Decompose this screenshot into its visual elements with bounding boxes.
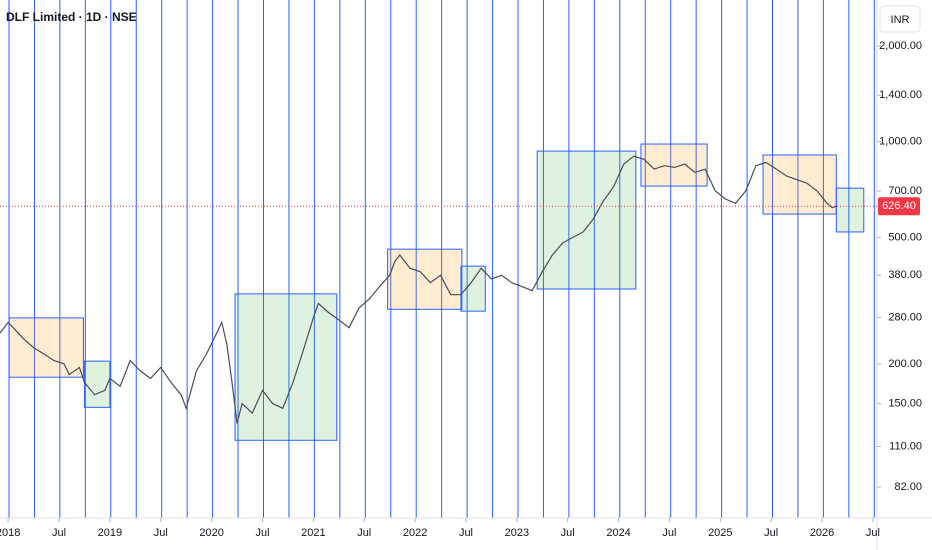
last-price-badge xyxy=(878,197,920,216)
x-tick-label: 2019 xyxy=(98,527,122,539)
y-tick-label: 1,400.00 xyxy=(879,89,922,101)
x-tick-label: 2026 xyxy=(810,527,834,539)
y-tick-label: 700.00 xyxy=(888,185,922,197)
last-price-label: 626.40 xyxy=(882,200,916,212)
zone-box xyxy=(762,154,837,215)
zone-box xyxy=(835,187,865,233)
y-tick-label: 82.00 xyxy=(894,481,922,493)
x-tick-label: 2024 xyxy=(606,527,630,539)
x-tick-label: Jul xyxy=(357,527,371,539)
x-tick-label: Jul xyxy=(866,527,880,539)
x-tick-label: 2018 xyxy=(0,527,20,539)
currency-button[interactable] xyxy=(879,5,921,33)
x-tick-label: Jul xyxy=(52,527,66,539)
x-tick-label: Jul xyxy=(662,527,676,539)
zone-box xyxy=(8,317,84,378)
x-tick-label: Jul xyxy=(459,527,473,539)
x-tick-label: 2021 xyxy=(301,527,325,539)
y-tick-label: 500.00 xyxy=(888,231,922,243)
x-tick-label: 2023 xyxy=(505,527,529,539)
zone-box xyxy=(234,293,338,441)
y-tick-label: 150.00 xyxy=(888,398,922,410)
x-tick-label: 2022 xyxy=(403,527,427,539)
zone-box xyxy=(387,248,463,310)
quarter-lines xyxy=(8,0,875,518)
zone-box xyxy=(83,360,111,408)
zone-box xyxy=(640,143,708,187)
x-tick-label: Jul xyxy=(154,527,168,539)
x-tick-label: Jul xyxy=(255,527,269,539)
price-line xyxy=(0,155,837,424)
y-tick-label: 1,000.00 xyxy=(879,136,922,148)
currency-label[interactable]: INR xyxy=(891,14,910,26)
y-tick-label: 380.00 xyxy=(888,269,922,281)
x-tick-label: Jul xyxy=(561,527,575,539)
x-tick-label: 2020 xyxy=(199,527,223,539)
y-tick-label: 110.00 xyxy=(889,440,922,452)
zone-box xyxy=(460,265,486,312)
y-tick-label: 2,000.00 xyxy=(879,40,922,52)
zone-box xyxy=(536,150,637,290)
y-tick-label: 280.00 xyxy=(888,311,922,323)
chart-title: DLF Limited · 1D · NSE xyxy=(6,10,137,24)
x-tick-label: 2025 xyxy=(708,527,732,539)
y-tick-label: 200.00 xyxy=(888,358,922,370)
x-tick-label: Jul xyxy=(764,527,778,539)
